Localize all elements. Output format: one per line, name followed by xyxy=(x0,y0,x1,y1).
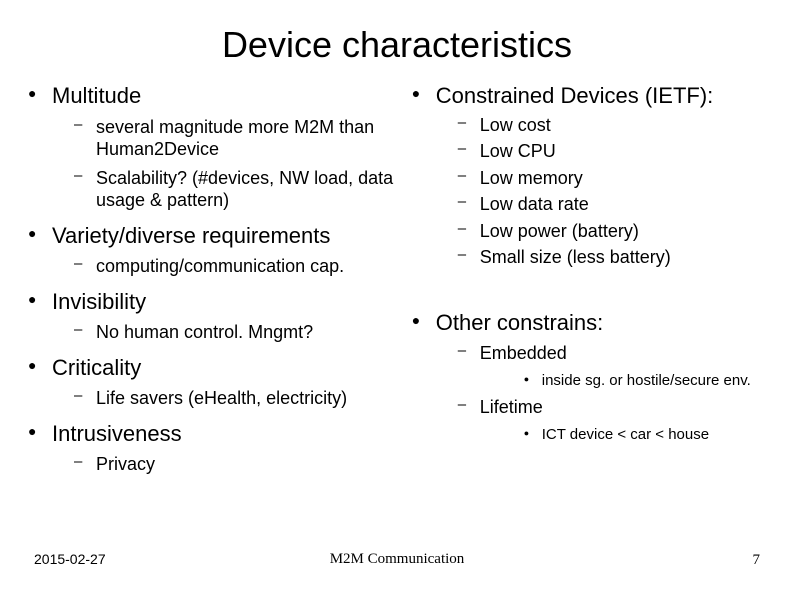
content-columns: Multitude several magnitude more M2M tha… xyxy=(0,72,794,476)
other-lifetime: Lifetime ICT device < car < house xyxy=(436,396,766,444)
item-multitude-label: Multitude xyxy=(52,83,141,108)
item-multitude: Multitude several magnitude more M2M tha… xyxy=(28,82,412,212)
item-criticality-label: Criticality xyxy=(52,355,141,380)
constrained-sub-c: Low memory xyxy=(436,167,766,190)
footer-title: M2M Communication xyxy=(330,551,465,568)
footer-page-number: 7 xyxy=(753,552,761,569)
constrained-sub-f: Small size (less battery) xyxy=(436,246,766,269)
left-column: Multitude several magnitude more M2M tha… xyxy=(28,72,412,476)
other-lifetime-label: Lifetime xyxy=(480,397,543,417)
item-criticality: Criticality Life savers (eHealth, electr… xyxy=(28,354,412,410)
item-invisibility-label: Invisibility xyxy=(52,289,146,314)
item-constrained-label: Constrained Devices (IETF): xyxy=(436,83,714,108)
invisibility-sub-1: No human control. Mngmt? xyxy=(52,321,412,344)
item-constrained: Constrained Devices (IETF): Low cost Low… xyxy=(412,82,766,269)
other-embedded-label: Embedded xyxy=(480,343,567,363)
multitude-sub-1: several magnitude more M2M than Human2De… xyxy=(52,116,412,161)
constrained-sub-a: Low cost xyxy=(436,114,766,137)
other-lifetime-sub: ICT device < car < house xyxy=(480,425,766,445)
item-variety-label: Variety/diverse requirements xyxy=(52,223,330,248)
item-other: Other constrains: Embedded inside sg. or… xyxy=(412,309,766,445)
item-other-label: Other constrains: xyxy=(436,310,604,335)
slide-title: Device characteristics xyxy=(0,0,794,72)
item-intrusiveness: Intrusiveness Privacy xyxy=(28,420,412,476)
footer-date: 2015-02-27 xyxy=(34,551,106,567)
constrained-sub-b: Low CPU xyxy=(436,140,766,163)
constrained-sub-e: Low power (battery) xyxy=(436,220,766,243)
intrusiveness-sub-1: Privacy xyxy=(52,453,412,476)
item-invisibility: Invisibility No human control. Mngmt? xyxy=(28,288,412,344)
other-embedded: Embedded inside sg. or hostile/secure en… xyxy=(436,342,766,390)
footer: 2015-02-27 M2M Communication 7 xyxy=(0,551,794,569)
variety-sub-1: computing/communication cap. xyxy=(52,255,412,278)
constrained-sub-d: Low data rate xyxy=(436,193,766,216)
other-embedded-sub: inside sg. or hostile/secure env. xyxy=(480,371,766,391)
multitude-sub-2: Scalability? (#devices, NW load, data us… xyxy=(52,167,412,212)
item-variety: Variety/diverse requirements computing/c… xyxy=(28,222,412,278)
slide: Device characteristics Multitude several… xyxy=(0,0,794,595)
criticality-sub-1: Life savers (eHealth, electricity) xyxy=(52,387,412,410)
item-intrusiveness-label: Intrusiveness xyxy=(52,421,182,446)
right-column: Constrained Devices (IETF): Low cost Low… xyxy=(412,72,766,476)
